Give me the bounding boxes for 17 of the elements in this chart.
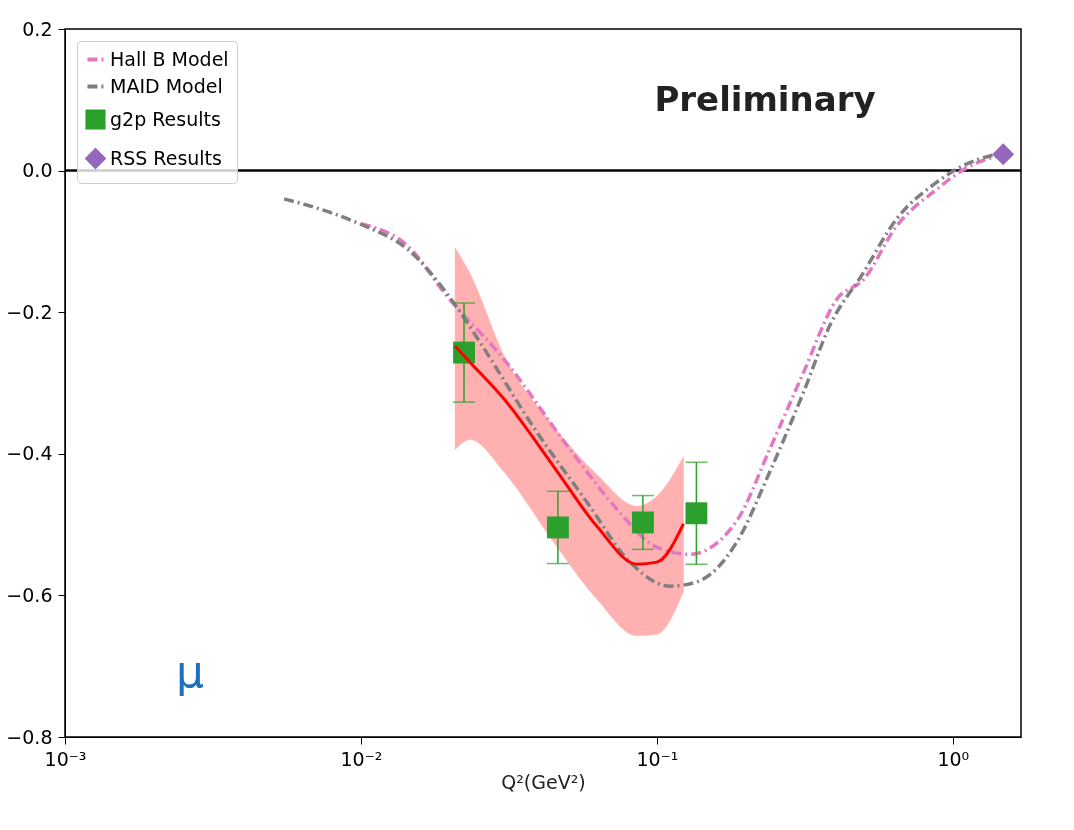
- x-tick-label: 10⁻³: [44, 747, 87, 770]
- y-tick-label: −0.8: [6, 725, 53, 748]
- legend-label: MAID Model: [110, 74, 223, 97]
- x-tick-label: 10⁰: [937, 747, 970, 770]
- annotation: μ: [176, 646, 204, 697]
- annotation: Preliminary: [654, 79, 876, 119]
- y-tick-label: 0.0: [22, 159, 53, 182]
- legend-label: g2p Results: [110, 107, 221, 130]
- y-tick-label: −0.2: [6, 300, 53, 323]
- y-tick-label: −0.4: [6, 442, 53, 465]
- legend-label: RSS Results: [110, 146, 222, 169]
- y-tick-label: 0.2: [22, 17, 53, 40]
- legend-label: Hall B Model: [110, 47, 229, 70]
- x-axis-title: Q²(GeV²): [501, 770, 586, 793]
- x-tick-label: 10⁻¹: [636, 747, 679, 770]
- y-tick-label: −0.6: [6, 583, 53, 606]
- x-tick-label: 10⁻²: [340, 747, 383, 770]
